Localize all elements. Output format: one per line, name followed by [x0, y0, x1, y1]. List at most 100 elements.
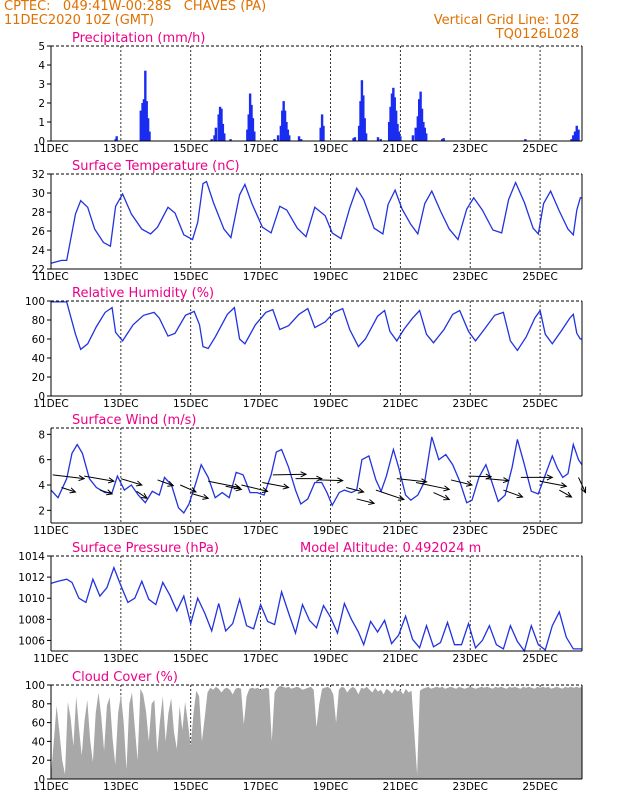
precip-bar [115, 136, 118, 141]
x-tick-label-humidity: 13DEC [103, 398, 138, 410]
panel-subtitle-pressure: Model Altitude: 0.492024 m [300, 541, 481, 556]
precip-bar [352, 138, 355, 141]
wind-arrow-head [235, 485, 243, 492]
precip-bar [416, 116, 420, 141]
x-tick-label-cloud-cover: 23DEC [452, 781, 487, 793]
precip-bar [251, 118, 255, 141]
panel-humidity: 11DEC 13DEC 15DEC 17DEC 19DEC 21DEC 23DEC 25DEC… [25, 286, 583, 410]
wind-arrow [318, 477, 344, 484]
wind-arrow-shaft [539, 480, 567, 487]
wind-arrow-head [502, 477, 510, 484]
precip-bar [281, 110, 284, 141]
x-tick-label-wind: 23DEC [452, 525, 487, 537]
wind-arrow-head [202, 493, 210, 500]
wind-arrow-shaft [272, 473, 307, 476]
panel-title-pressure: Surface Pressure (hPa) [72, 541, 219, 556]
panel-wind: 11DEC 13DEC 15DEC 17DEC 19DEC 21DEC 23DEC 25DEC… [33, 413, 587, 537]
y-tick-label-temperature: 32 [32, 169, 45, 181]
precip-bar [353, 137, 357, 141]
wind-arrow-shaft [375, 489, 404, 501]
humidity-line [51, 301, 582, 352]
x-tick-label-temperature: 21DEC [383, 271, 418, 283]
x-tick-label-pressure: 21DEC [383, 653, 418, 665]
precip-bar [248, 93, 252, 141]
precip-bar [396, 123, 399, 141]
y-tick-label-temperature: 24 [32, 245, 46, 257]
precip-bar [357, 125, 361, 141]
precip-bar [286, 129, 290, 141]
precip-bar [253, 131, 256, 141]
wind-arrow [192, 493, 210, 500]
x-tick-label-cloud-cover: 17DEC [243, 781, 278, 793]
precip-bar [322, 125, 325, 141]
header-station: CPTEC: 049:41W-00:28S CHAVES (PA) [4, 0, 267, 14]
y-tick-label-pressure: 1010 [18, 593, 45, 605]
precip-bar [389, 106, 392, 141]
header-code: TQ0126L028 [495, 27, 579, 42]
x-tick-label-precipitation: 17DEC [243, 143, 278, 155]
wind-arrow-head [78, 475, 86, 482]
panel-title-cloud-cover: Cloud Cover (%) [72, 670, 178, 685]
wind-arrow [485, 477, 510, 484]
x-tick-label-humidity: 21DEC [383, 398, 418, 410]
y-tick-label-cloud-cover: 80 [32, 699, 45, 711]
x-tick-label-temperature: 19DEC [313, 271, 348, 283]
y-tick-label-humidity: 20 [32, 372, 45, 384]
precip-bar [217, 114, 220, 141]
precip-bar [376, 137, 380, 141]
precip-bar [320, 114, 324, 141]
wind-arrow-head [300, 471, 308, 478]
wind-arrow-head [167, 480, 175, 487]
wind-arrow [272, 471, 308, 478]
precip-bar [144, 70, 147, 141]
y-tick-label-humidity: 0 [38, 391, 45, 403]
precip-bar [146, 118, 150, 141]
precip-bar [420, 108, 424, 141]
y-tick-label-wind: 6 [38, 455, 45, 467]
wind-arrow [520, 474, 554, 481]
precip-bar [359, 101, 362, 141]
wind-arrow-shaft [503, 489, 523, 498]
wind-arrow-head [135, 480, 143, 487]
x-tick-label-wind: 25DEC [522, 525, 557, 537]
precip-bar [142, 99, 146, 141]
y-tick-label-humidity: 80 [32, 315, 45, 327]
panel-title-humidity: Relative Humidity (%) [72, 286, 214, 301]
wind-arrow-shaft [318, 479, 343, 482]
precip-bar [524, 139, 527, 141]
panel-title-wind: Surface Wind (m/s) [72, 413, 196, 428]
y-tick-label-pressure: 1012 [18, 572, 45, 584]
wind-arrow-shaft [136, 490, 148, 499]
wind-arrow [503, 489, 524, 499]
precip-bar [363, 118, 366, 141]
precip-bar [573, 131, 577, 141]
wind-arrow [241, 484, 269, 494]
precip-bar [575, 125, 578, 141]
precip-bar [276, 135, 280, 141]
x-tick-label-pressure: 17DEC [243, 653, 278, 665]
precip-bar [221, 123, 225, 141]
temperature-line [50, 180, 582, 264]
wind-arrow-head [443, 485, 451, 492]
precip-bar [285, 122, 288, 141]
y-tick-label-precipitation: 1 [38, 117, 45, 129]
x-tick-label-wind: 15DEC [173, 525, 208, 537]
precip-bar [577, 129, 580, 141]
x-tick-label-temperature: 13DEC [103, 271, 138, 283]
header-datetime: 11DEC2020 10Z (GMT) [4, 13, 155, 28]
precip-bar [229, 139, 232, 141]
precip-bar [247, 114, 250, 141]
wind-arrow [356, 498, 376, 506]
precip-bar [214, 127, 218, 141]
x-tick-label-temperature: 23DEC [452, 271, 487, 283]
precip-bar [394, 110, 398, 141]
x-tick-label-precipitation: 23DEC [452, 143, 487, 155]
panel-precipitation: 11DEC 13DEC 15DEC 17DEC 19DEC 21DEC 23DEC 25DEC… [33, 31, 583, 155]
wind-arrow [120, 478, 143, 487]
precip-bar [220, 108, 223, 141]
wind-arrow [157, 479, 175, 487]
wind-arrow-shaft [208, 480, 240, 489]
y-tick-label-humidity: 40 [32, 353, 45, 365]
header-grid-line: Vertical Grid Line: 10Z [433, 13, 579, 28]
wind-arrow-head [546, 474, 554, 481]
